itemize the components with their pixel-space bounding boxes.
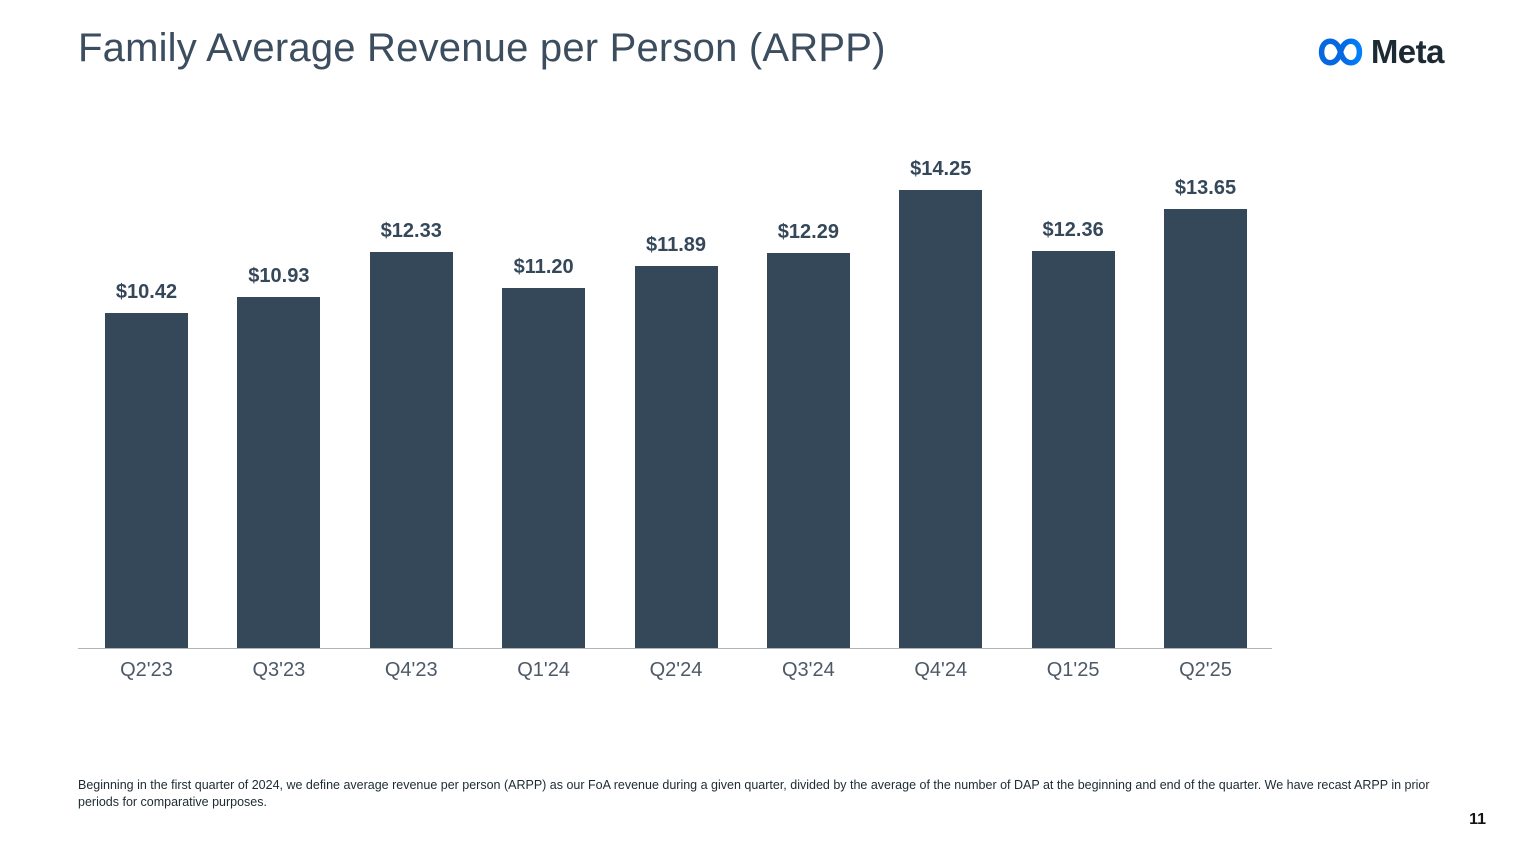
- bar-slot: $13.65: [1164, 177, 1247, 648]
- bar-slot: $10.93: [237, 265, 321, 648]
- bar-slot: $11.89: [634, 234, 718, 648]
- bar-value-label: $11.89: [645, 234, 707, 256]
- bar: [1164, 209, 1247, 648]
- x-axis: Q2'23 Q3'23 Q4'23 Q1'24 Q2'24 Q3'24 Q4'24 Q1'25…: [78, 648, 1272, 682]
- bar-slot: $11.20: [502, 256, 586, 648]
- bar-chart: $10.42 $10.93 $12.33 $11.20 $11.89 $12.29 $14.…: [78, 128, 1272, 682]
- bar: [766, 253, 850, 648]
- x-tick-label: Q3'24: [782, 659, 835, 681]
- bar-value-label: $12.29: [777, 221, 839, 243]
- x-tick-label: Q1'25: [1046, 659, 1100, 681]
- bar: [237, 297, 321, 648]
- bar-value-label: $10.93: [248, 265, 310, 287]
- footnote: Beginning in the first quarter of 2024, …: [78, 778, 1430, 809]
- bar: [105, 313, 188, 648]
- bar-value-label: $11.20: [513, 256, 574, 278]
- slide-header: Family Average Revenue per Person (ARPP)…: [78, 26, 1445, 71]
- bar-slot: $10.42: [105, 281, 188, 648]
- meta-wordmark: Meta: [1370, 33, 1445, 70]
- bars-row: $10.42 $10.93 $12.33 $11.20 $11.89 $12.29 $14.…: [78, 128, 1272, 648]
- page-title: Family Average Revenue per Person (ARPP): [78, 26, 886, 70]
- bar: [634, 266, 718, 648]
- bar-slot: $12.36: [1031, 219, 1115, 648]
- x-tick-label: Q4'24: [914, 659, 968, 681]
- page-number: 11: [1469, 811, 1486, 828]
- bar: [899, 190, 983, 648]
- x-tick-label: Q2'24: [649, 659, 703, 681]
- bar-value-label: $13.65: [1174, 177, 1237, 199]
- bar: [369, 252, 453, 648]
- bar-slot: $12.29: [766, 221, 850, 648]
- x-tick-label: Q3'23: [252, 659, 306, 681]
- meta-logo: Meta: [1317, 33, 1445, 71]
- x-tick-label: Q2'23: [120, 659, 173, 681]
- x-tick-label: Q1'24: [517, 659, 570, 681]
- meta-infinity-icon: [1318, 38, 1363, 66]
- bar-value-label: $12.33: [380, 220, 442, 242]
- bar: [502, 288, 586, 648]
- x-tick-label: Q2'25: [1179, 659, 1232, 681]
- bar-slot: $12.33: [369, 220, 453, 648]
- bar-value-label: $10.42: [115, 281, 178, 303]
- bar-value-label: $14.25: [910, 158, 972, 180]
- bar-value-label: $12.36: [1042, 219, 1104, 241]
- x-tick-label: Q4'23: [384, 659, 438, 681]
- bar: [1031, 251, 1115, 648]
- bar-slot: $14.25: [899, 158, 983, 648]
